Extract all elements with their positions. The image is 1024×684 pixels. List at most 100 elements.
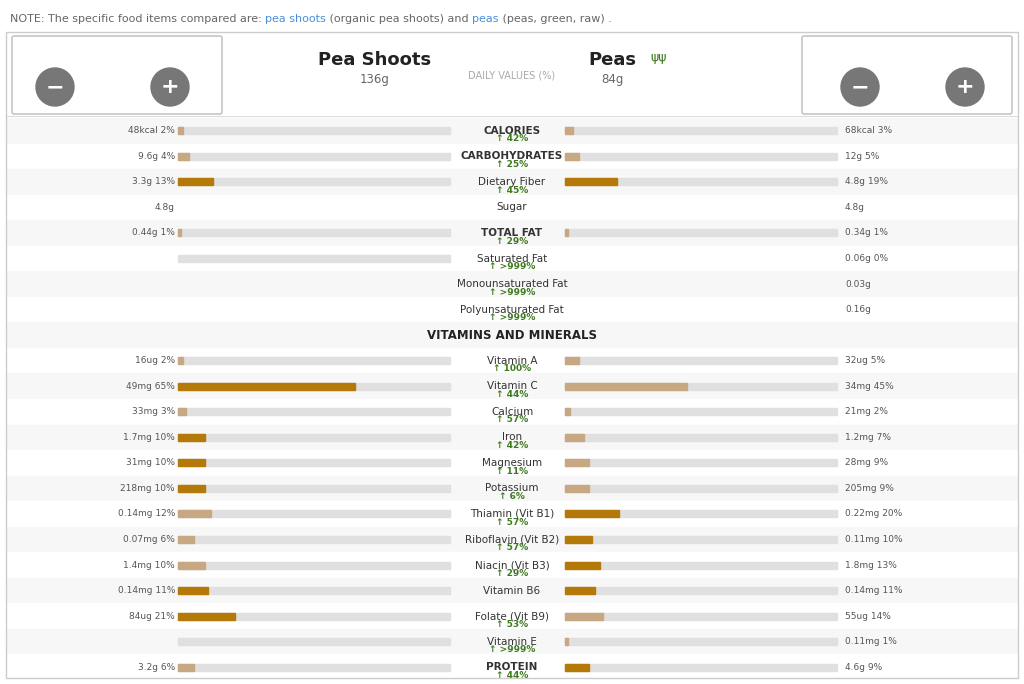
Bar — [7, 373, 1017, 399]
Bar — [7, 655, 1017, 680]
Text: 205mg 9%: 205mg 9% — [845, 484, 894, 493]
Bar — [565, 229, 567, 237]
Text: 1.7mg 10%: 1.7mg 10% — [123, 433, 175, 442]
Bar — [178, 408, 450, 415]
Text: ↑ 29%: ↑ 29% — [496, 568, 528, 578]
Bar — [178, 510, 211, 518]
Bar — [178, 153, 188, 160]
Text: peas: peas — [472, 14, 499, 24]
Bar — [7, 450, 1017, 475]
Bar — [7, 399, 1017, 425]
Text: 4.8g: 4.8g — [845, 203, 865, 212]
Bar — [7, 169, 1017, 195]
Text: 3.3g 13%: 3.3g 13% — [132, 177, 175, 186]
Bar — [565, 357, 579, 364]
Text: CARBOHYDRATES: CARBOHYDRATES — [461, 151, 563, 161]
Circle shape — [151, 68, 189, 106]
Text: +: + — [161, 77, 179, 97]
Bar — [7, 552, 1017, 578]
Bar — [178, 536, 195, 543]
Text: 218mg 10%: 218mg 10% — [121, 484, 175, 493]
Text: Vitamin B6: Vitamin B6 — [483, 586, 541, 596]
Bar — [178, 638, 450, 645]
Text: 2: 2 — [816, 50, 824, 64]
Bar — [178, 357, 450, 364]
Bar — [565, 383, 687, 390]
Bar — [565, 434, 837, 440]
Bar — [178, 229, 180, 237]
Text: ↑ >999%: ↑ >999% — [488, 646, 536, 655]
Text: 0.44g 1%: 0.44g 1% — [132, 228, 175, 237]
Text: Polyunsaturated Fat: Polyunsaturated Fat — [460, 304, 564, 315]
Text: 0.14mg 11%: 0.14mg 11% — [118, 586, 175, 595]
Bar — [565, 536, 592, 543]
Text: ↑ 45%: ↑ 45% — [496, 185, 528, 194]
Text: DAILY VALUES (%): DAILY VALUES (%) — [468, 70, 556, 80]
Text: 49mg 65%: 49mg 65% — [126, 382, 175, 391]
Bar — [178, 460, 450, 466]
Bar — [178, 127, 450, 134]
Bar — [565, 613, 837, 620]
Bar — [178, 179, 213, 185]
Bar — [565, 127, 837, 134]
Text: 68kcal 3%: 68kcal 3% — [845, 127, 892, 135]
Bar — [565, 153, 837, 160]
Text: (organic pea shoots) and: (organic pea shoots) and — [326, 14, 472, 24]
Text: Iron: Iron — [502, 432, 522, 443]
Bar — [178, 408, 186, 415]
Text: ↑ 11%: ↑ 11% — [496, 466, 528, 475]
Bar — [565, 613, 603, 620]
Bar — [565, 460, 590, 466]
Text: CALORIES: CALORIES — [483, 126, 541, 135]
Text: 1.2mg 7%: 1.2mg 7% — [845, 433, 891, 442]
Bar — [7, 578, 1017, 603]
Text: −: − — [46, 77, 65, 97]
Bar — [178, 613, 236, 620]
Text: Riboflavin (Vit B2): Riboflavin (Vit B2) — [465, 534, 559, 544]
Text: ↑ 57%: ↑ 57% — [496, 543, 528, 552]
Bar — [565, 408, 570, 415]
Text: ↑ 53%: ↑ 53% — [496, 620, 528, 629]
Bar — [7, 322, 1017, 348]
Text: 4.8g: 4.8g — [155, 203, 175, 212]
Bar — [178, 536, 450, 543]
Text: ↑ 57%: ↑ 57% — [496, 415, 528, 425]
Text: 1.8mg 13%: 1.8mg 13% — [845, 561, 897, 570]
Text: ↑ 25%: ↑ 25% — [496, 160, 528, 169]
Text: Magnesium: Magnesium — [482, 458, 542, 468]
Text: ( 100 bean sprouts ): ( 100 bean sprouts ) — [42, 52, 147, 62]
Bar — [7, 425, 1017, 450]
Text: Monounsaturated Fat: Monounsaturated Fat — [457, 279, 567, 289]
Text: Folate (Vit B9): Folate (Vit B9) — [475, 611, 549, 621]
Bar — [565, 179, 837, 185]
Bar — [565, 663, 590, 671]
Text: 0.11mg 1%: 0.11mg 1% — [845, 637, 897, 646]
Bar — [565, 179, 616, 185]
Bar — [7, 220, 1017, 246]
Bar — [565, 229, 837, 237]
Text: 0.14mg 12%: 0.14mg 12% — [118, 510, 175, 518]
Text: 34mg 45%: 34mg 45% — [845, 382, 894, 391]
Bar — [178, 229, 450, 237]
Text: Vitamin C: Vitamin C — [486, 381, 538, 391]
Bar — [7, 527, 1017, 552]
Bar — [178, 510, 450, 518]
Bar — [565, 485, 590, 492]
Bar — [178, 562, 205, 568]
Text: 0.16g: 0.16g — [845, 305, 870, 314]
Bar — [565, 383, 837, 390]
Text: ↑ 42%: ↑ 42% — [496, 441, 528, 450]
Text: pea shoots: pea shoots — [265, 14, 326, 24]
Text: Vitamin A: Vitamin A — [486, 356, 538, 366]
Bar — [178, 383, 450, 390]
Text: 16ug 2%: 16ug 2% — [135, 356, 175, 365]
Bar — [565, 562, 837, 568]
Bar — [178, 434, 450, 440]
Text: ↑ >999%: ↑ >999% — [488, 262, 536, 271]
Bar — [178, 460, 205, 466]
Bar — [178, 485, 450, 492]
Text: 0.22mg 20%: 0.22mg 20% — [845, 510, 902, 518]
Text: Dietary Fiber: Dietary Fiber — [478, 177, 546, 187]
Text: Sugar: Sugar — [497, 202, 527, 213]
Bar — [7, 272, 1017, 297]
